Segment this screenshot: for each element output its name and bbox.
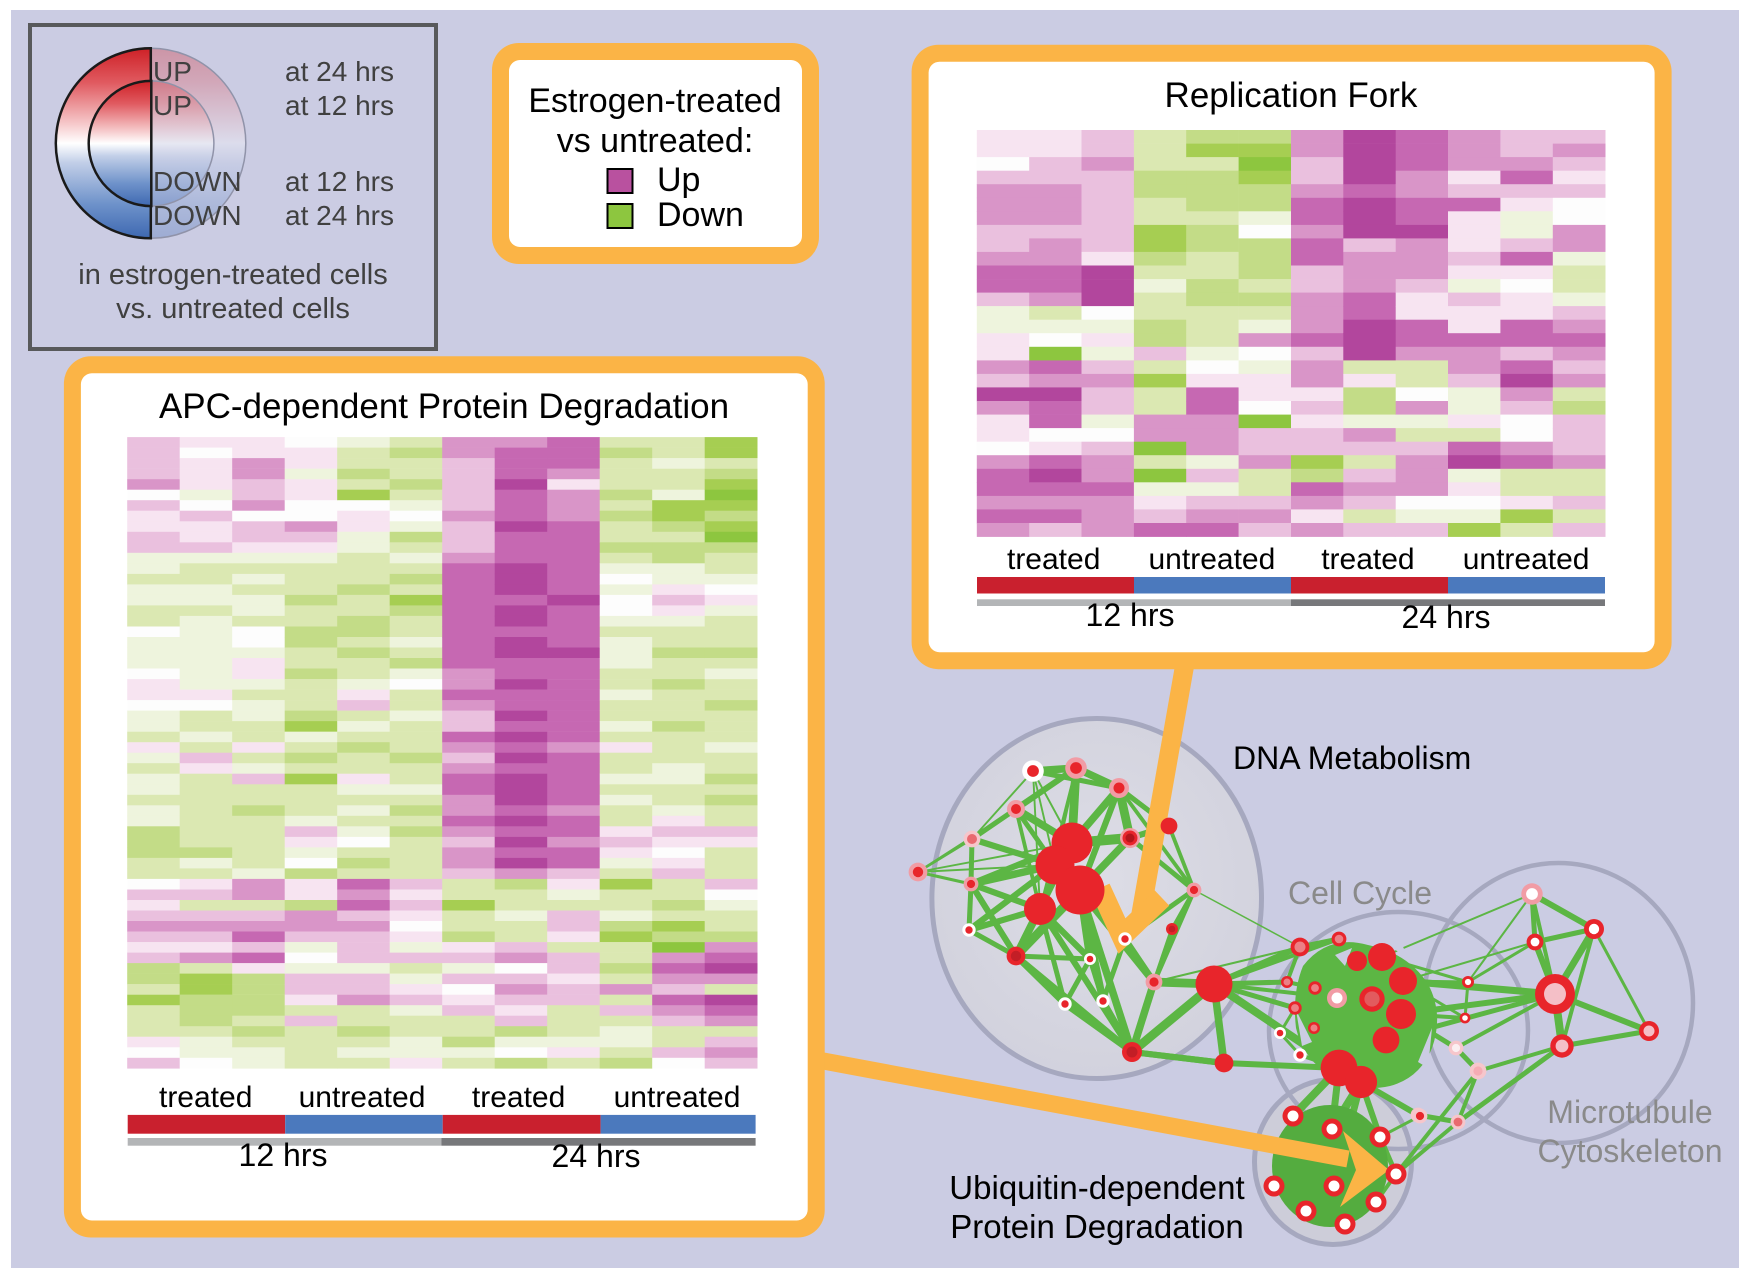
svg-text:untreated: untreated: [1463, 543, 1590, 576]
svg-text:24 hrs: 24 hrs: [1402, 599, 1491, 635]
svg-text:at 12 hrs: at 12 hrs: [285, 90, 394, 121]
svg-text:Microtubule: Microtubule: [1547, 1094, 1712, 1130]
svg-text:treated: treated: [472, 1081, 565, 1114]
svg-text:vs. untreated cells: vs. untreated cells: [116, 293, 350, 325]
svg-text:treated: treated: [1007, 543, 1100, 576]
svg-text:Up: Up: [657, 161, 700, 199]
svg-text:UP: UP: [153, 56, 192, 87]
svg-text:at 24 hrs: at 24 hrs: [285, 56, 394, 87]
svg-text:at 12 hrs: at 12 hrs: [285, 166, 394, 197]
svg-text:UP: UP: [153, 90, 192, 121]
svg-text:DNA Metabolism: DNA Metabolism: [1233, 740, 1471, 776]
svg-text:at 24 hrs: at 24 hrs: [285, 200, 394, 231]
svg-text:Cell Cycle: Cell Cycle: [1288, 875, 1432, 911]
svg-text:12 hrs: 12 hrs: [1086, 597, 1175, 633]
svg-text:untreated: untreated: [1149, 543, 1276, 576]
svg-text:Protein Degradation: Protein Degradation: [950, 1208, 1244, 1245]
svg-text:DOWN: DOWN: [153, 166, 242, 197]
svg-text:treated: treated: [1321, 543, 1414, 576]
svg-text:Estrogen-treated: Estrogen-treated: [528, 82, 781, 120]
svg-text:in estrogen-treated cells: in estrogen-treated cells: [78, 259, 388, 291]
svg-text:Down: Down: [657, 196, 744, 234]
svg-text:24 hrs: 24 hrs: [552, 1138, 641, 1174]
svg-text:Ubiquitin-dependent: Ubiquitin-dependent: [949, 1169, 1244, 1206]
svg-text:vs untreated:: vs untreated:: [557, 122, 754, 160]
svg-text:Cytoskeleton: Cytoskeleton: [1538, 1133, 1723, 1169]
svg-text:DOWN: DOWN: [153, 200, 242, 231]
svg-text:untreated: untreated: [299, 1081, 426, 1114]
svg-text:APC-dependent Protein Degradat: APC-dependent Protein Degradation: [159, 387, 729, 426]
svg-text:treated: treated: [159, 1081, 252, 1114]
svg-text:untreated: untreated: [614, 1081, 741, 1114]
svg-text:12 hrs: 12 hrs: [239, 1137, 328, 1173]
svg-text:Replication Fork: Replication Fork: [1165, 76, 1418, 115]
